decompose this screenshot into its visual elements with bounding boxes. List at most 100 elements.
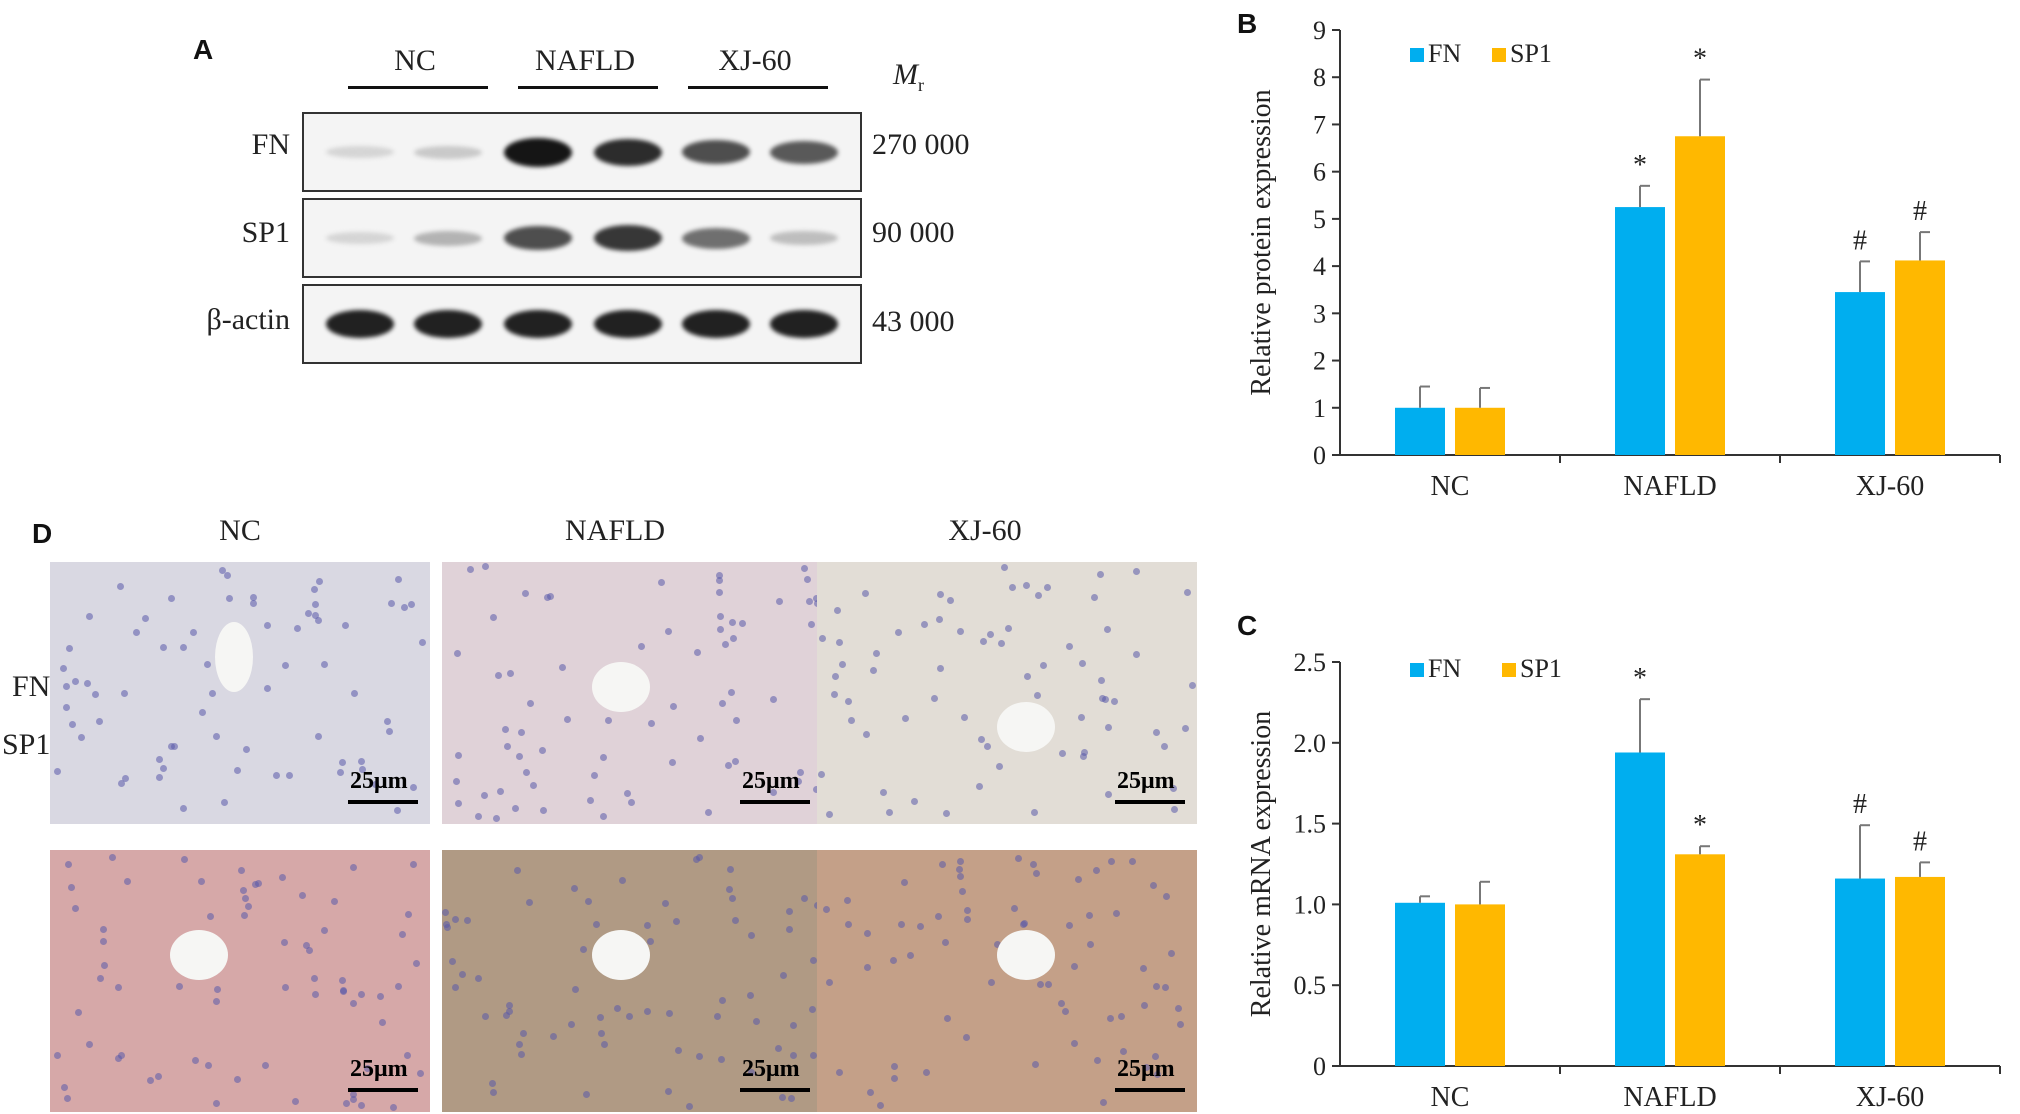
nucleus xyxy=(63,683,70,690)
blot-band xyxy=(414,310,482,338)
y-tick-label: 0 xyxy=(1313,441,1326,470)
nucleus xyxy=(321,927,328,934)
nucleus xyxy=(733,717,740,724)
nucleus xyxy=(1030,861,1037,868)
nucleus xyxy=(358,758,365,765)
x-tick-label: NAFLD xyxy=(1623,471,1716,502)
nucleus xyxy=(891,1075,898,1082)
nucleus xyxy=(961,714,968,721)
nucleus xyxy=(97,975,104,982)
blot-sp1 xyxy=(302,198,862,278)
nucleus xyxy=(813,595,820,602)
bar-fn xyxy=(1395,902,1445,1066)
nucleus xyxy=(1058,1000,1065,1007)
significance-mark: # xyxy=(1853,225,1867,256)
nucleus xyxy=(286,772,293,779)
nucleus xyxy=(540,807,547,814)
legend-label-fn: FN xyxy=(1428,39,1461,68)
nucleus xyxy=(976,783,983,790)
nucleus xyxy=(243,746,250,753)
nucleus xyxy=(311,586,318,593)
nucleus xyxy=(65,861,72,868)
nucleus xyxy=(813,786,820,793)
ihc-image-fn-nc: 25μm xyxy=(50,562,430,824)
nucleus xyxy=(1153,729,1160,736)
nucleus xyxy=(224,572,231,579)
nucleus xyxy=(1033,870,1040,877)
nucleus xyxy=(518,1051,525,1058)
nucleus xyxy=(1020,921,1027,928)
nucleus xyxy=(160,644,167,651)
nucleus xyxy=(160,765,167,772)
nucleus xyxy=(826,811,833,818)
nucleus xyxy=(770,789,777,796)
nucleus xyxy=(180,644,187,651)
nucleus xyxy=(156,756,163,763)
nucleus xyxy=(516,753,523,760)
nucleus xyxy=(806,598,813,605)
ihc-image-sp1-nafld: 25μm xyxy=(442,850,822,1112)
nucleus xyxy=(957,628,964,635)
nucleus xyxy=(901,879,908,886)
vessel-lumen xyxy=(170,930,228,980)
nucleus xyxy=(343,1100,350,1107)
nucleus xyxy=(359,766,366,773)
nucleus xyxy=(364,1065,371,1072)
nucleus xyxy=(572,986,579,993)
nucleus xyxy=(730,635,737,642)
nucleus xyxy=(1087,941,1094,948)
nucleus xyxy=(399,931,406,938)
legend-swatch-sp1 xyxy=(1492,48,1506,62)
nucleus xyxy=(686,1103,693,1110)
nucleus xyxy=(489,1080,496,1087)
nucleus xyxy=(294,625,301,632)
nucleus xyxy=(748,1069,755,1076)
nucleus xyxy=(118,780,125,787)
nucleus xyxy=(1161,743,1168,750)
nucleus xyxy=(404,1052,411,1059)
nucleus xyxy=(279,874,286,881)
nucleus xyxy=(598,1030,605,1037)
nucleus xyxy=(350,1000,357,1007)
nucleus xyxy=(790,1022,797,1029)
nucleus xyxy=(264,622,271,629)
x-tick-label: XJ-60 xyxy=(1856,471,1924,502)
mr-header: Mr xyxy=(893,58,924,96)
y-tick-label: 6 xyxy=(1313,158,1326,187)
nucleus xyxy=(241,912,248,919)
nucleus xyxy=(987,631,994,638)
nucleus xyxy=(917,923,924,930)
nucleus xyxy=(155,1073,162,1080)
nucleus xyxy=(209,690,216,697)
nucleus xyxy=(587,797,594,804)
nucleus xyxy=(753,1018,760,1025)
bar-sp1 xyxy=(1675,854,1725,1066)
y-tick-label: 2 xyxy=(1313,347,1326,376)
nucleus xyxy=(1015,855,1022,862)
nucleus xyxy=(776,598,783,605)
nucleus xyxy=(455,752,462,759)
nucleus xyxy=(213,1100,220,1107)
nucleus xyxy=(124,878,131,885)
nucleus xyxy=(880,789,887,796)
blot-band xyxy=(414,145,482,159)
nucleus xyxy=(696,1053,703,1060)
nucleus xyxy=(891,1063,898,1070)
blot-band xyxy=(504,310,572,338)
x-tick-label: NC xyxy=(1431,471,1470,502)
nucleus xyxy=(100,926,107,933)
nucleus xyxy=(306,947,313,954)
nucleus xyxy=(662,900,669,907)
nucleus xyxy=(877,1102,884,1109)
scale-bar xyxy=(1115,800,1185,804)
nucleus xyxy=(61,1084,68,1091)
nucleus xyxy=(779,1094,786,1101)
nucleus xyxy=(1150,882,1157,889)
nucleus xyxy=(1099,695,1106,702)
legend-swatch-sp1 xyxy=(1502,663,1516,677)
nucleus xyxy=(978,736,985,743)
nucleus xyxy=(1097,571,1104,578)
nucleus xyxy=(1011,905,1018,912)
nucleus xyxy=(947,597,954,604)
y-tick-label: 3 xyxy=(1313,299,1326,328)
